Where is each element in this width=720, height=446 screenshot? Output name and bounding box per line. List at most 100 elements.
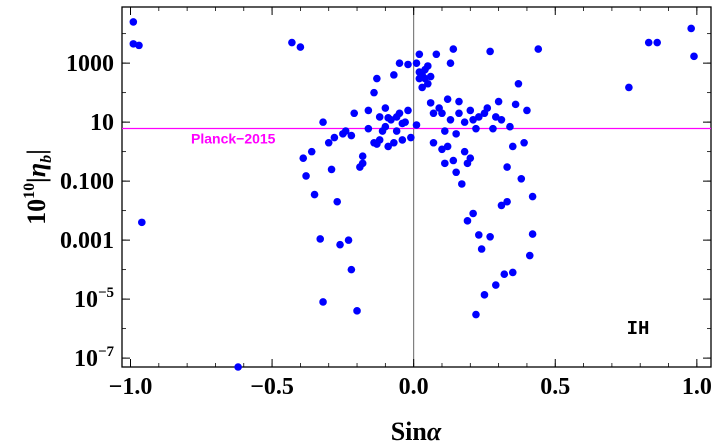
- data-point: [525, 251, 534, 260]
- data-point: [390, 71, 398, 79]
- data-point: [455, 97, 463, 106]
- data-point: [503, 163, 511, 171]
- y-tick-exp: −7: [98, 344, 115, 360]
- x-tick-label: 1.0: [682, 374, 712, 400]
- data-point: [443, 142, 452, 151]
- data-point: [392, 127, 401, 135]
- data-point: [429, 109, 438, 118]
- data-point: [412, 59, 421, 67]
- data-point: [687, 24, 695, 33]
- data-point: [398, 136, 407, 144]
- y-tick-label: 10: [90, 110, 114, 136]
- data-point: [523, 106, 531, 115]
- data-point: [375, 113, 384, 121]
- data-point: [458, 180, 466, 188]
- data-point: [404, 60, 412, 69]
- x-tick-label: −1.0: [109, 374, 153, 400]
- y-axis-title-group: 1010|ηb|: [21, 149, 55, 225]
- data-point: [358, 152, 367, 161]
- data-point: [469, 209, 477, 218]
- data-point: [429, 138, 438, 147]
- data-point: [234, 363, 242, 371]
- data-point: [310, 190, 319, 199]
- data-point: [528, 192, 537, 201]
- data-point: [407, 133, 415, 142]
- data-point: [327, 165, 336, 174]
- data-point: [472, 124, 480, 133]
- data-point: [438, 145, 446, 154]
- data-point: [353, 307, 361, 315]
- data-point: [466, 154, 475, 162]
- data-point: [449, 45, 458, 53]
- y-tick-base: 10: [74, 346, 98, 372]
- y-tick-base: 10: [74, 287, 98, 313]
- data-point: [370, 88, 378, 97]
- data-point: [494, 97, 503, 106]
- y-axis-title-exp: 10: [21, 183, 38, 199]
- data-points: [129, 18, 698, 371]
- data-point: [364, 124, 373, 133]
- x-axis-title-text: Sin: [391, 417, 428, 446]
- x-tick-label: 0.0: [399, 374, 429, 400]
- data-point: [452, 130, 460, 138]
- data-point: [446, 59, 455, 67]
- data-point: [520, 138, 528, 147]
- data-point: [373, 74, 381, 83]
- data-point: [344, 236, 353, 244]
- data-point: [296, 43, 305, 51]
- data-point: [432, 50, 441, 59]
- corner-label: IH: [627, 318, 650, 340]
- y-axis-title: 1010|ηb|: [21, 149, 55, 225]
- data-point: [418, 83, 426, 92]
- data-point: [412, 121, 421, 129]
- data-point: [336, 240, 344, 249]
- data-point: [341, 127, 350, 135]
- data-point: [135, 41, 143, 50]
- data-point: [517, 174, 526, 183]
- reference-line-layer: Planck−2015: [122, 127, 711, 146]
- y-tick-label: 10−7: [74, 344, 115, 372]
- x-tick-label: 0.5: [540, 374, 570, 400]
- data-point: [350, 109, 359, 118]
- y-tick-label: 0.100: [60, 169, 114, 195]
- data-point: [129, 18, 138, 26]
- data-point: [307, 147, 316, 156]
- data-point: [330, 133, 339, 142]
- data-point: [347, 265, 356, 274]
- data-point: [424, 79, 432, 88]
- data-point: [486, 47, 494, 56]
- data-point: [347, 131, 356, 140]
- data-point: [506, 122, 514, 131]
- data-point: [438, 109, 446, 118]
- data-point: [508, 268, 517, 277]
- y-axis-title-sub: b: [38, 155, 55, 163]
- data-point: [489, 124, 497, 133]
- data-point: [472, 310, 480, 319]
- data-point: [288, 38, 296, 47]
- y-axis-title-bar: |: [22, 149, 51, 155]
- data-point: [690, 52, 698, 61]
- data-point: [449, 156, 458, 165]
- data-point: [508, 142, 517, 151]
- data-point: [625, 83, 633, 92]
- data-point: [503, 197, 511, 206]
- data-point: [443, 95, 452, 103]
- data-point: [364, 106, 373, 115]
- data-point: [395, 59, 404, 67]
- data-point: [138, 218, 146, 227]
- data-point: [483, 104, 492, 112]
- data-point: [358, 159, 367, 168]
- data-point: [653, 38, 661, 47]
- data-point: [463, 217, 472, 225]
- data-point: [474, 113, 483, 121]
- data-point: [299, 154, 308, 162]
- y-axis-title-base: 10: [22, 199, 51, 225]
- data-point: [480, 291, 489, 299]
- data-point: [424, 62, 432, 70]
- data-point: [460, 147, 469, 156]
- data-point: [415, 50, 424, 59]
- x-axis-title-symbol: α: [427, 417, 442, 446]
- y-tick-label: 1000: [66, 51, 114, 77]
- y-axis-title-symbol: |η: [22, 163, 51, 183]
